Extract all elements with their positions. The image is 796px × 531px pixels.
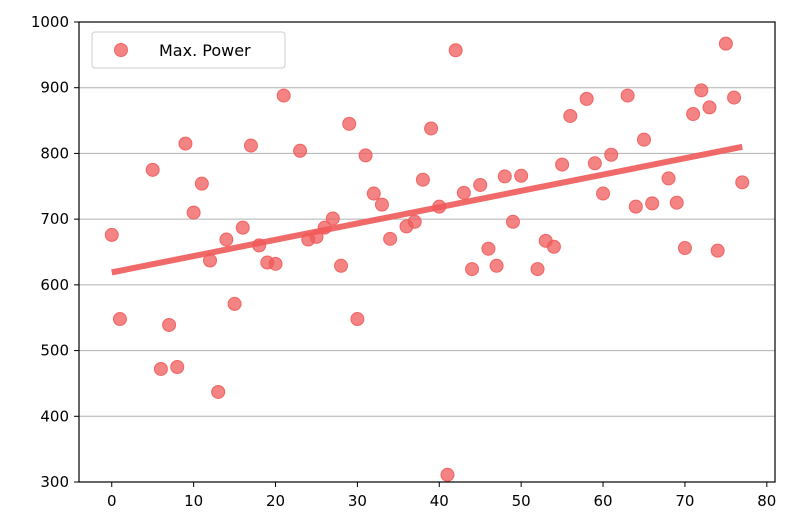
y-tick-label-4: 700 (40, 210, 69, 228)
data-point (415, 172, 430, 187)
data-point (473, 177, 488, 192)
plot-frame (78, 21, 776, 483)
data-point (718, 36, 733, 51)
data-point (596, 186, 611, 201)
legend-marker (114, 43, 128, 57)
data-point (170, 360, 185, 374)
data-point (587, 156, 602, 171)
data-point (579, 91, 594, 106)
data-point (669, 195, 684, 210)
x-tick-label-7: 70 (675, 492, 694, 510)
data-point (505, 214, 520, 229)
data-point (268, 256, 283, 271)
trend-line (111, 143, 743, 276)
data-point (407, 214, 422, 229)
data-point (628, 199, 643, 214)
x-tick-label-1: 10 (184, 492, 203, 510)
data-point (677, 241, 692, 256)
data-point (555, 157, 570, 172)
y-tick-label-7: 1000 (31, 13, 69, 31)
y-tick-label-5: 800 (40, 144, 69, 162)
data-point (456, 185, 471, 200)
data-point (178, 136, 193, 151)
data-points (104, 36, 750, 482)
x-tick-label-4: 40 (430, 492, 449, 510)
y-tick-label-3: 600 (40, 276, 69, 294)
data-point (497, 169, 512, 184)
data-point (481, 241, 496, 256)
data-point (317, 220, 332, 235)
data-point (243, 138, 258, 153)
data-point (620, 88, 635, 103)
data-point (104, 227, 119, 242)
x-tick-label-5: 50 (512, 492, 531, 510)
data-point (440, 467, 455, 482)
legend: Max. Power (91, 31, 286, 69)
data-point (235, 220, 250, 235)
data-point (735, 175, 750, 190)
data-point (702, 100, 717, 115)
data-point (186, 205, 201, 220)
data-point (112, 312, 127, 327)
y-tick-label-1: 400 (40, 407, 69, 425)
x-axis: 0 10 20 30 40 50 60 70 80 (107, 482, 776, 510)
data-point (604, 147, 619, 162)
data-point (334, 258, 349, 273)
data-point (727, 90, 742, 105)
x-tick-label-2: 20 (266, 492, 285, 510)
y-tick-label-0: 300 (40, 473, 69, 491)
data-point (686, 107, 701, 121)
legend-label: Max. Power (159, 41, 251, 60)
data-point (293, 143, 308, 158)
data-point (465, 262, 480, 277)
data-point (563, 108, 578, 123)
trend-line-group (111, 143, 743, 276)
data-point (276, 88, 291, 103)
data-point (432, 199, 447, 214)
x-tick-label-3: 30 (348, 492, 367, 510)
data-point (342, 116, 357, 131)
data-point (194, 176, 209, 191)
data-point (448, 43, 463, 58)
data-point (530, 262, 545, 277)
data-point (203, 253, 218, 268)
data-point (211, 384, 226, 399)
data-point (546, 239, 561, 254)
data-point (366, 186, 381, 201)
data-point (252, 238, 267, 253)
y-tick-label-2: 500 (40, 342, 69, 360)
x-tick-label-0: 0 (107, 492, 117, 510)
data-point (162, 317, 177, 332)
y-tick-label-6: 900 (40, 79, 69, 97)
data-point (309, 229, 324, 244)
data-point (350, 312, 365, 327)
y-axis: 300 400 500 600 700 800 900 1000 (31, 13, 79, 491)
data-point (227, 296, 242, 311)
data-point (694, 83, 709, 98)
data-point (153, 361, 168, 376)
data-point (219, 232, 234, 247)
data-point (489, 258, 504, 273)
data-point (358, 148, 373, 163)
x-tick-label-6: 60 (594, 492, 613, 510)
legend-box (91, 31, 286, 69)
data-point (710, 243, 725, 258)
data-point (424, 121, 439, 136)
x-tick-label-8: 80 (757, 492, 776, 510)
data-point (145, 162, 160, 177)
data-point (383, 231, 398, 246)
data-point (661, 171, 676, 186)
data-point (325, 211, 340, 226)
data-point (514, 168, 529, 183)
data-point (636, 132, 651, 147)
data-point (374, 197, 389, 212)
data-point (645, 196, 660, 211)
